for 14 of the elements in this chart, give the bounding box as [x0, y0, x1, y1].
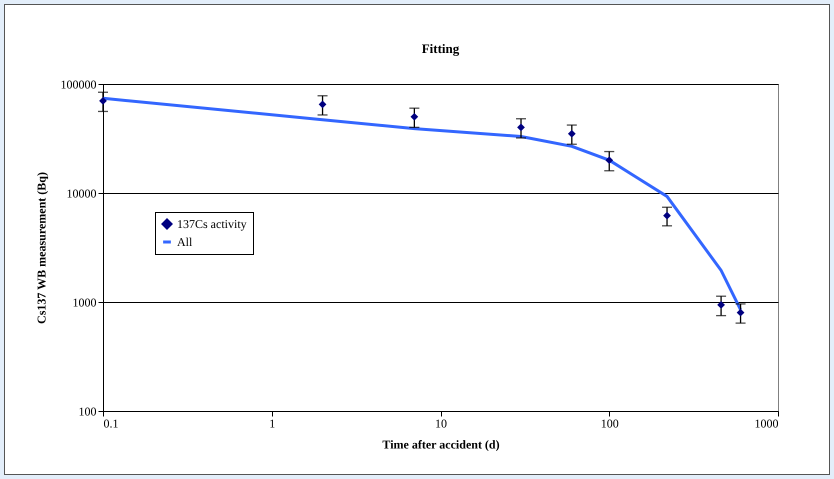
y-axis-title: Cs137 WB measurement (Bq) — [34, 172, 48, 324]
y-tick-label: 100000 — [60, 78, 96, 92]
x-tick-label: 1 — [269, 416, 276, 430]
x-tick-label: 1000 — [754, 416, 778, 430]
y-tick-label: 1000 — [72, 296, 96, 310]
chart-title: Fitting — [422, 41, 460, 56]
x-tick-label: 0.1 — [104, 416, 118, 430]
y-tick-label: 10000 — [66, 186, 96, 200]
legend-label: All — [177, 235, 193, 249]
legend-label: 137Cs activity — [177, 217, 247, 231]
x-tick-label: 10 — [435, 416, 447, 430]
x-axis-title: Time after accident (d) — [382, 438, 500, 452]
y-tick-label: 100 — [78, 404, 96, 418]
x-tick-label: 100 — [600, 416, 619, 430]
